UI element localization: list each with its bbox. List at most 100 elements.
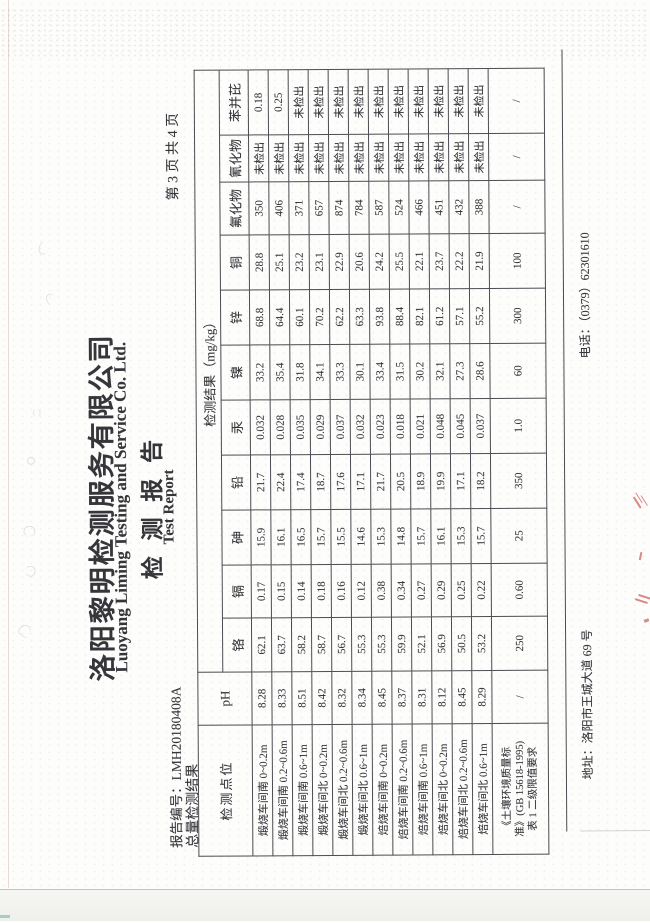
- value-cell: 63.3: [349, 289, 370, 345]
- value-cell: 18.7: [310, 454, 331, 510]
- value-cell: 未检出: [428, 133, 449, 181]
- value-cell: 55.3: [351, 617, 372, 672]
- pencil-mark: [16, 622, 34, 640]
- value-cell: 524: [388, 180, 410, 235]
- analyte-header: 镉: [222, 564, 252, 619]
- value-cell: /: [488, 68, 545, 134]
- value-cell: 15.3: [370, 509, 392, 565]
- corner-artifact: [0, 915, 10, 918]
- value-cell: 25: [490, 508, 548, 564]
- analyte-header: 锌: [220, 289, 250, 346]
- value-cell: 22.2: [449, 233, 470, 289]
- red-pen-mark: [643, 618, 650, 623]
- value-cell: 15.7: [310, 509, 332, 565]
- paper-left-edge-line: [8, 0, 9, 888]
- value-cell: 16.5: [290, 509, 312, 565]
- point-cell: 煅烧车间北 0~0.2m: [312, 724, 333, 856]
- pencil-mark: [26, 456, 36, 465]
- value-cell: 33.4: [369, 344, 391, 400]
- value-cell: 未检出: [408, 133, 429, 181]
- value-cell: 0.037: [330, 399, 351, 455]
- value-cell: 63.7: [271, 617, 292, 672]
- limit-label-cell: 《土壤环境质量标 准》(GB 15618-1995) 表 1 二级限值要求: [492, 723, 549, 855]
- analyte-header: 镍: [220, 344, 251, 401]
- value-cell: 22.9: [329, 234, 350, 290]
- value-cell: 371: [288, 181, 310, 235]
- value-cell: 22.4: [270, 454, 291, 510]
- point-cell: 焙烧车间北 0~0.2m: [432, 723, 453, 855]
- value-cell: 15.7: [410, 508, 432, 564]
- analyte-header: 氟化物: [219, 181, 250, 236]
- value-cell: 587: [368, 181, 390, 235]
- red-pen-mark: [632, 496, 642, 509]
- value-cell: 53.2: [471, 616, 492, 671]
- value-cell: 0.029: [310, 399, 331, 455]
- value-cell: 93.8: [369, 289, 390, 345]
- footer-phone: 电话：（0379）62301610: [577, 232, 593, 359]
- value-cell: 1.0: [490, 398, 547, 454]
- value-cell: 466: [408, 180, 430, 234]
- value-cell: 56.7: [331, 617, 352, 672]
- point-cell: 煅烧车间南 0.2~0.6m: [272, 724, 293, 856]
- value-cell: 50.5: [451, 616, 472, 671]
- value-cell: 23.2: [289, 234, 310, 290]
- point-cell: 煅烧车间北 0.6~1m: [352, 724, 373, 856]
- value-cell: 68.8: [249, 289, 270, 345]
- analyte-header: 砷: [221, 509, 252, 566]
- value-cell: 0.032: [250, 399, 271, 455]
- point-cell: 煅烧车间南 0~0.2m: [252, 724, 273, 856]
- value-cell: 0.34: [391, 563, 412, 618]
- value-cell: 未检出: [448, 68, 469, 134]
- ph-cell: 8.32: [331, 671, 353, 725]
- value-cell: 0.12: [351, 564, 372, 618]
- value-cell: 25.5: [389, 233, 410, 290]
- point-cell: 煅烧车间北 0.2~0.6m: [332, 724, 353, 856]
- value-cell: 未检出: [328, 69, 349, 135]
- company-name-en: Luoyang Liming Testing and Service Co. L…: [110, 341, 132, 673]
- value-cell: 250: [491, 616, 548, 671]
- paper-bottom-edge-line: [0, 889, 650, 890]
- value-cell: 34.1: [309, 344, 331, 400]
- value-cell: 59.9: [391, 616, 412, 672]
- value-cell: 82.1: [409, 288, 430, 344]
- analyte-header: 铬: [222, 617, 252, 673]
- pencil-mark: [44, 292, 57, 306]
- value-cell: 100: [489, 233, 546, 289]
- pencil-mark: [36, 240, 51, 257]
- value-cell: 0.035: [290, 399, 311, 455]
- value-cell: 0.048: [430, 398, 451, 454]
- value-cell: 17.1: [450, 453, 471, 509]
- value-cell: 0.29: [431, 563, 452, 617]
- value-cell: 未检出: [428, 68, 449, 134]
- ph-cell: 8.37: [391, 670, 413, 725]
- value-cell: 0.16: [331, 564, 352, 618]
- value-cell: 21.9: [469, 233, 490, 289]
- value-cell: 58.2: [291, 617, 312, 672]
- value-cell: 300: [489, 288, 546, 344]
- ph-cell: 8.45: [451, 670, 473, 724]
- ph-cell: 8.42: [311, 671, 333, 725]
- value-cell: 15.5: [330, 509, 352, 565]
- value-cell: 0.15: [271, 564, 292, 618]
- value-cell: 52.1: [411, 616, 432, 671]
- ph-cell: 8.34: [351, 671, 373, 725]
- value-cell: 0.018: [390, 398, 411, 455]
- value-cell: 55.3: [371, 617, 392, 672]
- scanner-bottom-band: [0, 890, 650, 921]
- value-cell: 56.9: [431, 616, 452, 671]
- value-cell: 未检出: [448, 133, 469, 181]
- value-cell: 17.6: [330, 454, 351, 510]
- value-cell: 350: [248, 181, 270, 235]
- value-cell: 17.4: [290, 454, 311, 510]
- value-cell: 0.22: [471, 563, 492, 617]
- value-cell: 64.4: [269, 289, 290, 345]
- footer-rule: [561, 49, 568, 832]
- value-cell: 14.8: [390, 508, 412, 565]
- value-cell: 未检出: [308, 69, 329, 135]
- ph-cell: 8.51: [291, 671, 313, 725]
- value-cell: 未检出: [348, 69, 369, 135]
- value-cell: 16.1: [430, 508, 452, 564]
- value-cell: 30.1: [349, 344, 371, 400]
